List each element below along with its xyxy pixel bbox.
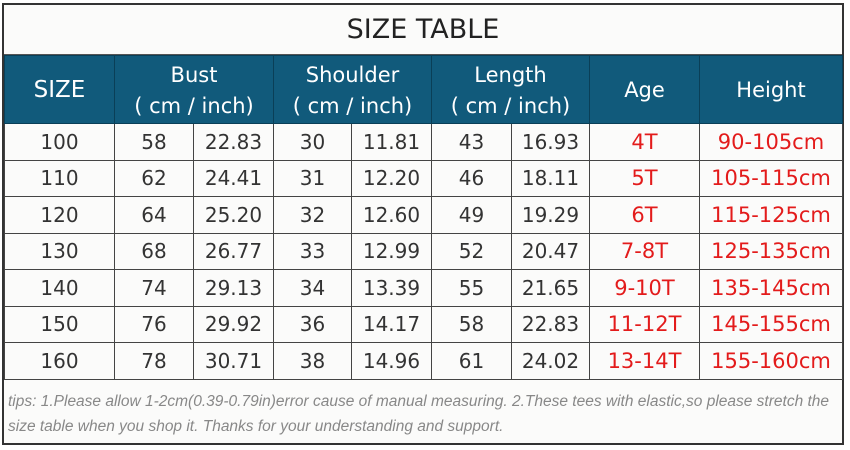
table-cell: 12.99 [351,232,432,270]
table-cell: 155-160cm [699,342,843,380]
header-height: Height [699,55,843,124]
table-cell: 74 [114,269,194,307]
table-row: 150 76 29.92 36 14.17 58 22.83 11-12T 145-155cm [4,305,843,343]
header-length: Length( cm / inch) [431,55,590,124]
table-cell: 36 [273,305,352,343]
table-cell: 43 [431,123,512,161]
table-cell: 78 [114,342,194,380]
size-table: SIZE Bust( cm / inch) Shoulder( cm / inc… [4,55,843,380]
table-cell: 13.39 [351,269,432,307]
table-cell: 105-115cm [699,159,843,197]
table-cell: 58 [114,123,194,161]
table-cell: 130 [4,232,115,270]
table-cell: 14.96 [351,342,432,380]
header-shoulder: Shoulder( cm / inch) [273,55,432,124]
header-age: Age [589,55,700,124]
tips-note: tips: 1.Please allow 1-2cm(0.39-0.79in)e… [8,392,830,435]
table-cell: 26.77 [193,232,274,270]
table-cell: 160 [4,342,115,380]
table-row: 130 68 26.77 33 12.99 52 20.47 7-8T 125-135cm [4,232,843,270]
table-cell: 62 [114,159,194,197]
table-cell: 61 [431,342,512,380]
table-cell: 20.47 [511,232,590,270]
table-cell: 64 [114,196,194,234]
table-cell: 24.02 [511,342,590,380]
table-cell: 6T [589,196,700,234]
table-cell: 30 [273,123,352,161]
table-cell: 32 [273,196,352,234]
table-cell: 52 [431,232,512,270]
table-cell: 11-12T [589,305,700,343]
table-cell: 46 [431,159,512,197]
table-cell: 16.93 [511,123,590,161]
table-cell: 24.41 [193,159,274,197]
table-cell: 12.60 [351,196,432,234]
table-cell: 12.20 [351,159,432,197]
header-bust: Bust( cm / inch) [114,55,274,124]
table-cell: 31 [273,159,352,197]
table-cell: 19.29 [511,196,590,234]
table-cell: 120 [4,196,115,234]
table-cell: 38 [273,342,352,380]
table-cell: 110 [4,159,115,197]
table-cell: 55 [431,269,512,307]
table-cell: 125-135cm [699,232,843,270]
table-cell: 90-105cm [699,123,843,161]
table-cell: 29.92 [193,305,274,343]
table-title: SIZE TABLE [4,5,842,55]
table-cell: 145-155cm [699,305,843,343]
table-cell: 4T [589,123,700,161]
table-cell: 18.11 [511,159,590,197]
table-cell: 21.65 [511,269,590,307]
table-cell: 22.83 [511,305,590,343]
table-cell: 135-145cm [699,269,843,307]
table-cell: 13-14T [589,342,700,380]
header-size: SIZE [4,55,115,124]
table-row: 100 58 22.83 30 11.81 43 16.93 4T 90-105cm [4,123,843,161]
table-cell: 29.13 [193,269,274,307]
table-cell: 49 [431,196,512,234]
table-cell: 140 [4,269,115,307]
table-cell: 76 [114,305,194,343]
table-cell: 9-10T [589,269,700,307]
table-cell: 22.83 [193,123,274,161]
table-cell: 34 [273,269,352,307]
table-cell: 5T [589,159,700,197]
table-cell: 100 [4,123,115,161]
table-cell: 68 [114,232,194,270]
table-row: 140 74 29.13 34 13.39 55 21.65 9-10T 135-145cm [4,269,843,307]
table-cell: 150 [4,305,115,343]
table-row: 120 64 25.20 32 12.60 49 19.29 6T 115-125cm [4,196,843,234]
table-cell: 115-125cm [699,196,843,234]
table-row: 110 62 24.41 31 12.20 46 18.11 5T 105-115cm [4,159,843,197]
table-cell: 11.81 [351,123,432,161]
table-cell: 58 [431,305,512,343]
table-row: 160 78 30.71 38 14.96 61 24.02 13-14T 155-160cm [4,342,843,380]
table-cell: 30.71 [193,342,274,380]
size-table-frame: SIZE TABLE SIZE Bust( cm / inch) Shoulde… [2,3,844,445]
table-cell: 7-8T [589,232,700,270]
table-cell: 33 [273,232,352,270]
table-cell: 14.17 [351,305,432,343]
table-cell: 25.20 [193,196,274,234]
